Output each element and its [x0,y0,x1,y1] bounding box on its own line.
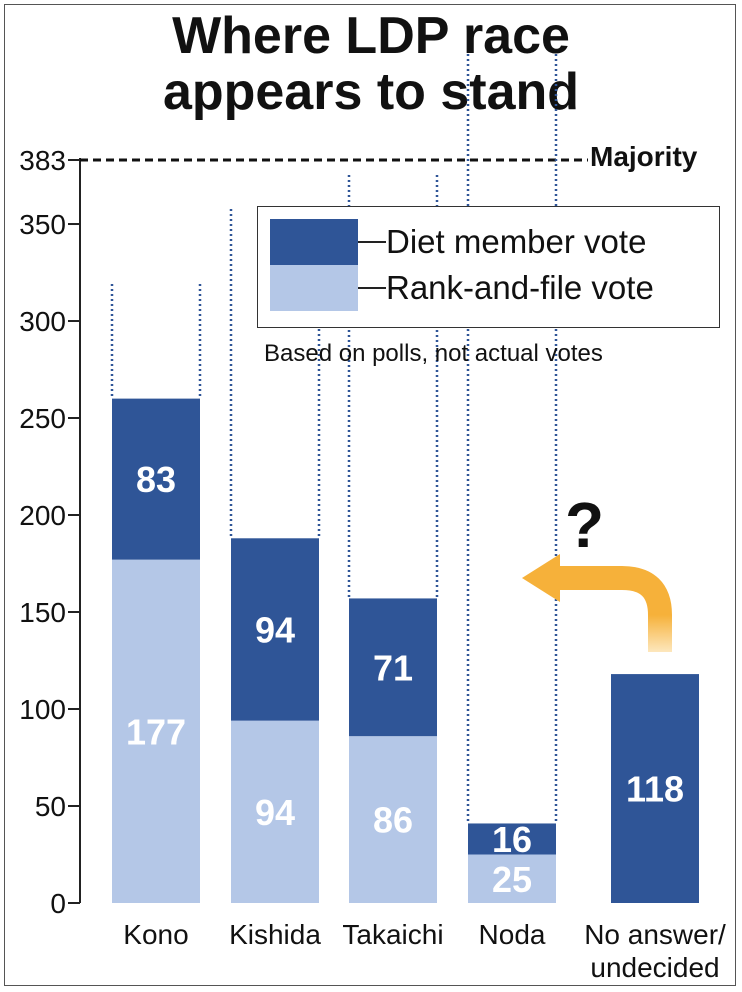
legend-leader-diet [358,241,386,243]
bar-diet-member [112,398,200,560]
y-tick-label: 0 [50,888,66,919]
legend-label-diet: Diet member vote [386,223,647,260]
legend-swatch-rank [270,265,358,311]
majority-label: Majority [590,141,698,172]
bar-rank-and-file [231,720,319,903]
bar-rank-and-file [468,854,556,903]
category-label: Kishida [229,919,321,950]
category-label: No answer/undecided [584,919,726,983]
category-label: Kono [123,919,189,950]
y-tick-label: 100 [19,694,66,725]
data-label-rank: 25 [492,859,532,900]
bar-diet-member [231,538,319,721]
title-line-1: Where LDP race [172,7,570,65]
data-label-diet: 118 [626,769,684,810]
question-mark: ? [565,489,605,561]
y-tick-label: 150 [19,597,66,628]
y-tick-label: 350 [19,209,66,240]
bar-diet-member [611,674,699,903]
y-tick-label: 383 [19,145,66,176]
y-tick-label: 300 [19,306,66,337]
bar-rank-and-file [349,736,437,903]
legend-swatch-diet [270,219,358,265]
data-label-rank: 94 [255,792,295,833]
arrow-head [522,554,560,602]
category-label: Takaichi [342,919,444,950]
title-line-2: appears to stand [162,63,580,121]
data-label-diet: 16 [492,819,532,860]
y-tick-label: 250 [19,403,66,434]
bar-diet-member [468,823,556,855]
y-tick-label: 200 [19,500,66,531]
arrow-shaft [556,566,672,652]
data-label-diet: 94 [255,609,295,650]
bar-diet-member [349,598,437,737]
y-tick-label: 50 [35,791,66,822]
legend-leader-rank [358,287,386,289]
data-label-rank: 177 [126,711,186,752]
legend-label-rank: Rank-and-file vote [386,269,654,306]
data-label-diet: 83 [136,459,176,500]
bar-rank-and-file [112,559,200,903]
category-label: Noda [478,919,546,950]
polls-note: Based on polls, not actual votes [264,340,603,367]
data-label-rank: 86 [373,800,413,841]
chart-title: Where LDP race appears to stand [0,8,742,120]
legend: Diet member vote Rank-and-file vote [257,206,720,328]
data-label-diet: 71 [373,647,413,688]
